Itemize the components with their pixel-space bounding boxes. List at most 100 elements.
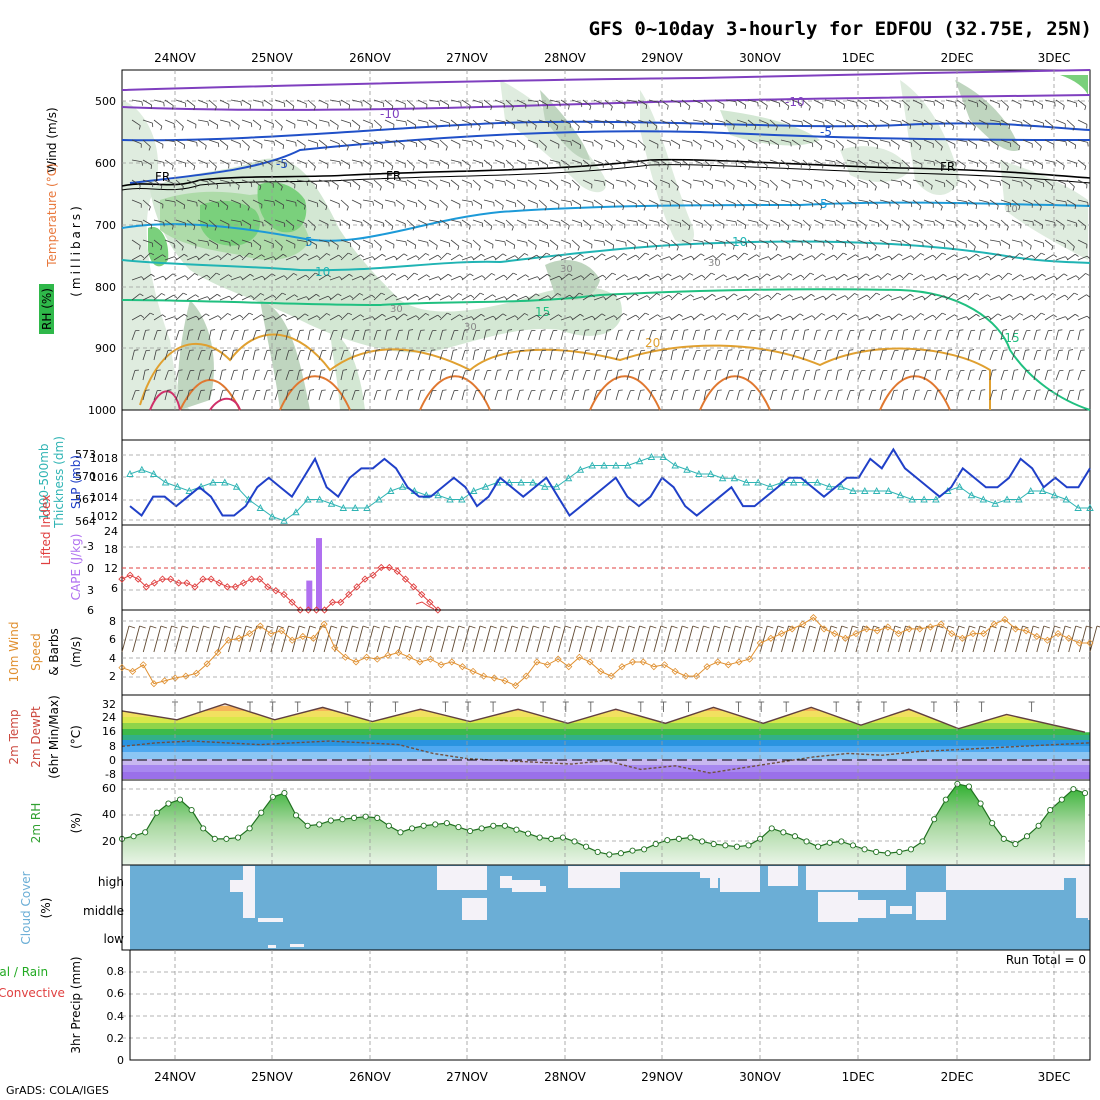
- wind-barb-flag: [447, 252, 451, 256]
- wind-barb-flag: [437, 254, 442, 259]
- wind10-point: [352, 658, 360, 666]
- wind-barb: [582, 350, 587, 361]
- thickness-point: [1074, 504, 1082, 511]
- wind-barb: [494, 239, 505, 243]
- wind-barb: [318, 390, 323, 401]
- wind10-point: [767, 634, 775, 642]
- wind-barb: [593, 179, 604, 183]
- wind-barb-flag: [1019, 253, 1024, 256]
- wind10-point: [1011, 625, 1020, 633]
- wind-barb: [747, 275, 758, 281]
- wind-barb: [252, 239, 262, 247]
- wind-barb-flag: [601, 145, 603, 150]
- wind-barb: [428, 370, 433, 381]
- wind-barb-flag: [964, 105, 966, 110]
- wind-barb: [373, 370, 377, 381]
- temp2m-label-3: (6hr Min/Max): [47, 695, 61, 779]
- wind10-barb-flag: [650, 625, 657, 629]
- wind-barb-flag: [909, 184, 912, 190]
- cloud-gap: [500, 876, 512, 888]
- wind-barb: [1033, 370, 1037, 381]
- wind-barb: [626, 179, 636, 186]
- rh-label: RH (%): [40, 288, 54, 330]
- wind-barb: [1011, 350, 1016, 361]
- wind-barb-flag: [305, 274, 310, 279]
- date-label-top: 27NOV: [446, 51, 488, 65]
- wind-barb: [307, 370, 312, 381]
- wind-barb: [692, 370, 696, 381]
- wind-barb: [604, 119, 614, 126]
- thickness-point: [872, 487, 881, 494]
- wind-barb: [670, 199, 680, 206]
- wind-barb: [835, 199, 844, 207]
- wind-barb: [483, 219, 493, 227]
- wind-barb-flag: [723, 295, 728, 300]
- wind-barb-flag: [742, 206, 745, 211]
- wind-barb: [945, 159, 956, 163]
- wind-barb: [593, 239, 604, 243]
- wind-barb-flag: [667, 273, 672, 277]
- wind-barb: [846, 179, 856, 187]
- wind-barb-flag: [898, 253, 903, 257]
- wind-barb: [780, 119, 791, 125]
- wind-barb-flag: [761, 389, 766, 391]
- wind-barb-flag: [207, 181, 210, 186]
- wind-barb-flag: [801, 296, 805, 300]
- rh2m-point: [443, 820, 450, 827]
- cape-bar: [306, 580, 313, 610]
- wind10-point: [554, 655, 562, 663]
- wind-barb-flag: [316, 315, 321, 319]
- wind10-point: [714, 658, 722, 666]
- wind-barb: [604, 255, 615, 261]
- wind-barb-flag: [1074, 144, 1077, 150]
- thickness-point: [422, 491, 431, 499]
- rh2m-point: [907, 846, 915, 853]
- wind-barb: [329, 99, 340, 103]
- wind-barb: [516, 295, 527, 301]
- wind-barb: [197, 219, 208, 225]
- wind-barb-flag: [1051, 246, 1054, 251]
- lifted-index-point: [118, 575, 126, 583]
- wind-barb-flag: [999, 241, 1002, 246]
- wind-barb-flag: [249, 252, 253, 256]
- wind-barb: [417, 274, 427, 281]
- lifted-index-point: [418, 590, 426, 599]
- rh2m-point: [130, 833, 137, 840]
- wind-barb: [472, 99, 483, 104]
- wind10-barb: [749, 625, 758, 653]
- wind-barb-flag: [313, 106, 316, 111]
- wind-barb-flag: [975, 292, 979, 296]
- wind-barb-flag: [800, 274, 805, 279]
- wind-barb: [208, 272, 217, 281]
- wind-barb: [1077, 315, 1088, 321]
- wind-barb: [1055, 179, 1066, 185]
- wind-barb-flag: [514, 255, 519, 259]
- wind-barb: [175, 330, 180, 341]
- wind-barb: [802, 99, 811, 107]
- wind-barb: [835, 159, 845, 166]
- lifted-index-point: [231, 583, 240, 591]
- cloud-gap: [290, 944, 304, 947]
- wind-barb: [329, 293, 339, 301]
- wind-barb: [725, 314, 735, 321]
- wind-barb: [527, 199, 538, 205]
- lifted-index-point: [183, 579, 191, 587]
- wind-barb: [285, 219, 295, 227]
- contour-label: 20: [645, 336, 660, 350]
- wind-barb: [307, 99, 316, 107]
- rh2m-point: [780, 829, 787, 836]
- wind-barb-flag: [756, 254, 760, 258]
- wind-barb: [373, 390, 378, 401]
- wind-barb-flag: [997, 253, 1002, 257]
- wind-barb-flag: [1018, 146, 1021, 151]
- wind-barb: [813, 330, 818, 341]
- cloud-gap: [806, 866, 906, 890]
- temp-tick: 8: [109, 740, 116, 753]
- wind-barb: [219, 350, 224, 361]
- rh2m-point: [826, 839, 833, 846]
- wind-barb-flag: [525, 295, 530, 300]
- wind10-point: [660, 661, 669, 669]
- wind-barb-flag: [379, 126, 382, 131]
- wind-barb: [945, 139, 956, 145]
- rh2m-point: [699, 838, 706, 845]
